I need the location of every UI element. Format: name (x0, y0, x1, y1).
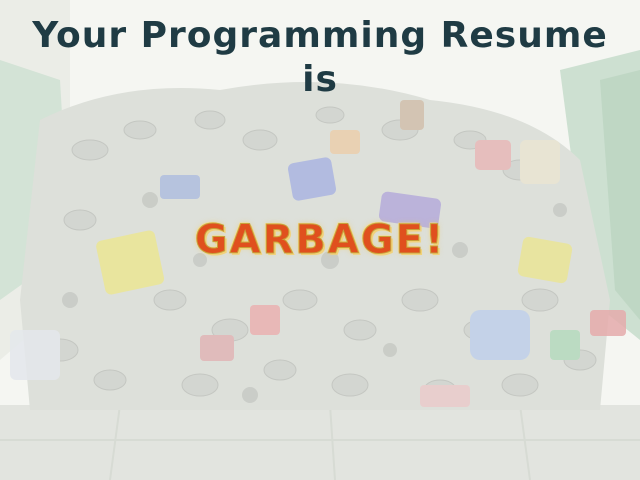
punchline-text: GARBAGE! (194, 217, 446, 264)
slide-title: Your Programming Resume is (0, 14, 640, 102)
title-line-2: is (302, 59, 338, 100)
title-line-1: Your Programming Resume (32, 15, 608, 56)
